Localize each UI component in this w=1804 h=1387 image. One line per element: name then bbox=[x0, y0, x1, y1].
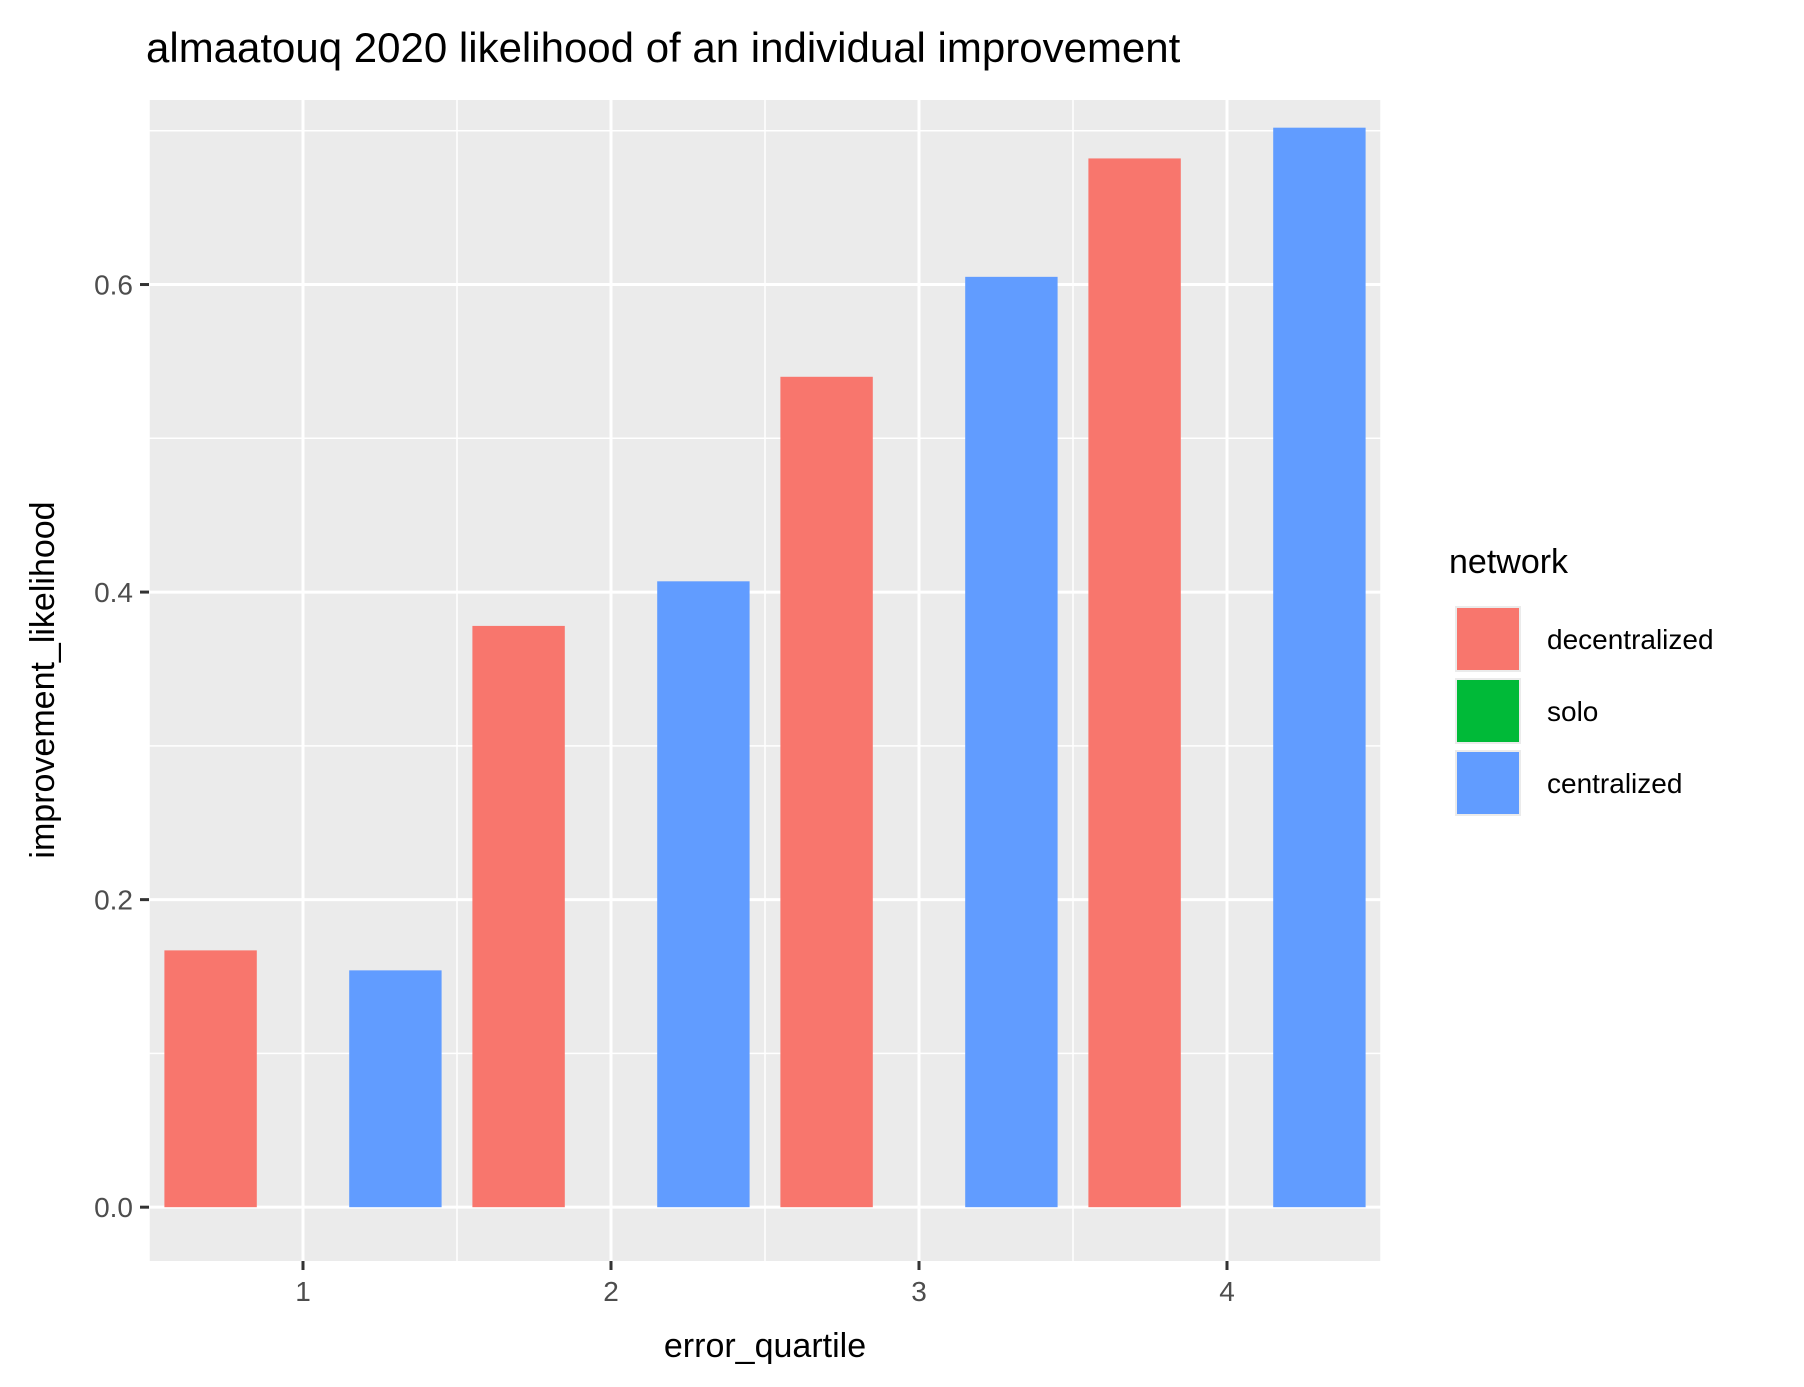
y-axis-title: improvement_likelihood bbox=[24, 501, 62, 858]
chart-title: almaatouq 2020 likelihood of an individu… bbox=[146, 24, 1181, 71]
legend-key-decentralized bbox=[1457, 608, 1519, 670]
x-axis-title: error_quartile bbox=[664, 1327, 866, 1365]
legend-key-solo bbox=[1457, 680, 1519, 742]
legend-label-solo: solo bbox=[1547, 696, 1598, 727]
x-tick-label: 2 bbox=[603, 1276, 619, 1307]
bar-decentralized-7 bbox=[1088, 158, 1181, 1208]
legend-label-centralized: centralized bbox=[1547, 768, 1682, 799]
y-axis: 0.0 0.2 0.4 0.6 bbox=[94, 270, 149, 1223]
y-tick-label: 0.4 bbox=[94, 577, 133, 608]
x-tick-label: 4 bbox=[1219, 1276, 1235, 1307]
y-tick-label: 0.6 bbox=[94, 270, 133, 301]
bar-centralized-4 bbox=[657, 581, 750, 1208]
legend-title: network bbox=[1449, 543, 1569, 581]
legend-entries: decentralized solo centralized bbox=[1455, 606, 1714, 816]
bar-decentralized-1 bbox=[164, 950, 257, 1208]
bar-centralized-2 bbox=[349, 970, 442, 1208]
y-tick-label: 0.0 bbox=[94, 1192, 133, 1223]
x-tick-label: 3 bbox=[911, 1276, 927, 1307]
bar-decentralized-5 bbox=[780, 376, 873, 1208]
bar-decentralized-3 bbox=[472, 625, 565, 1208]
x-axis: 1 2 3 4 bbox=[295, 1261, 1235, 1307]
bars bbox=[164, 127, 1366, 1208]
bar-centralized-8 bbox=[1273, 127, 1366, 1208]
legend-label-decentralized: decentralized bbox=[1547, 624, 1714, 655]
legend: network decentralized solo centralized bbox=[1449, 543, 1714, 816]
bar-centralized-6 bbox=[965, 276, 1058, 1208]
x-tick-label: 1 bbox=[295, 1276, 311, 1307]
y-tick-label: 0.2 bbox=[94, 885, 133, 916]
legend-key-centralized bbox=[1457, 752, 1519, 814]
